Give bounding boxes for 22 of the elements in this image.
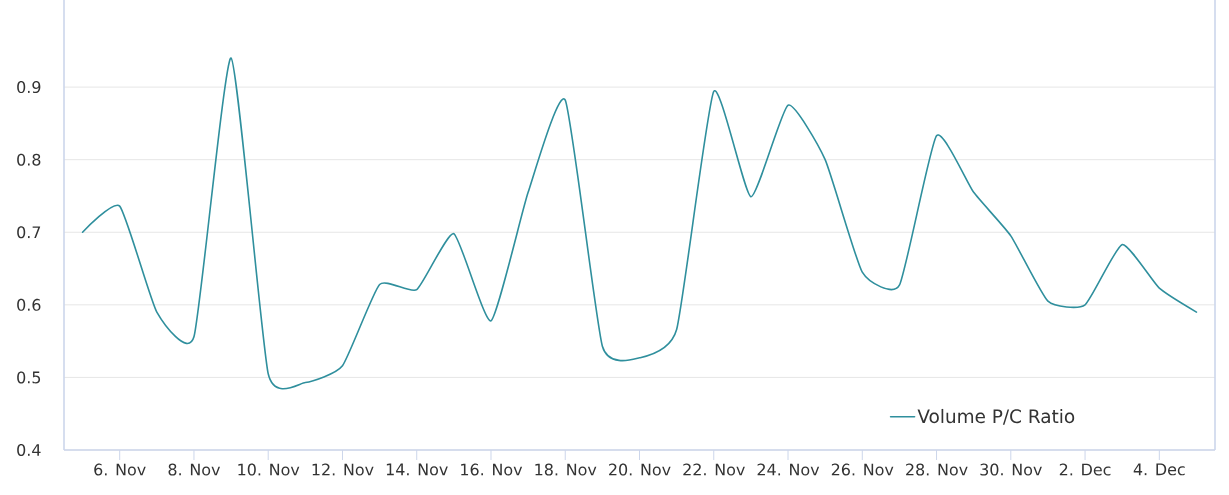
- x-tick-label: 8. Nov: [168, 463, 220, 476]
- y-tick-label: 0.5: [17, 371, 41, 384]
- x-tick-label: 6. Nov: [94, 463, 146, 476]
- x-tick-label: 10. Nov: [238, 463, 300, 476]
- x-tick-label: 16. Nov: [461, 463, 523, 476]
- x-tick-label: 24. Nov: [757, 463, 820, 476]
- x-tick-label: 4. Dec: [1133, 463, 1185, 476]
- x-tick-label: 18. Nov: [535, 463, 597, 476]
- y-tick-label: 0.9: [17, 81, 41, 94]
- y-tick-label: 0.4: [17, 443, 41, 457]
- x-tick-label: 2. Dec: [1059, 463, 1111, 476]
- legend-label: Volume P/C Ratio: [917, 408, 1075, 425]
- x-tick-label: 28. Nov: [906, 463, 968, 476]
- x-tick-label: 26. Nov: [831, 463, 894, 476]
- y-tick-label: 0.7: [17, 226, 41, 239]
- x-tick-label: 20. Nov: [609, 463, 671, 476]
- x-tick-label: 12. Nov: [312, 463, 374, 476]
- y-tick-label: 0.8: [17, 153, 41, 166]
- x-tick-label: 14. Nov: [386, 463, 448, 476]
- y-tick-label: 0.6: [17, 298, 41, 311]
- x-tick-label: 30. Nov: [980, 463, 1042, 476]
- x-tick-label: 22. Nov: [683, 463, 745, 476]
